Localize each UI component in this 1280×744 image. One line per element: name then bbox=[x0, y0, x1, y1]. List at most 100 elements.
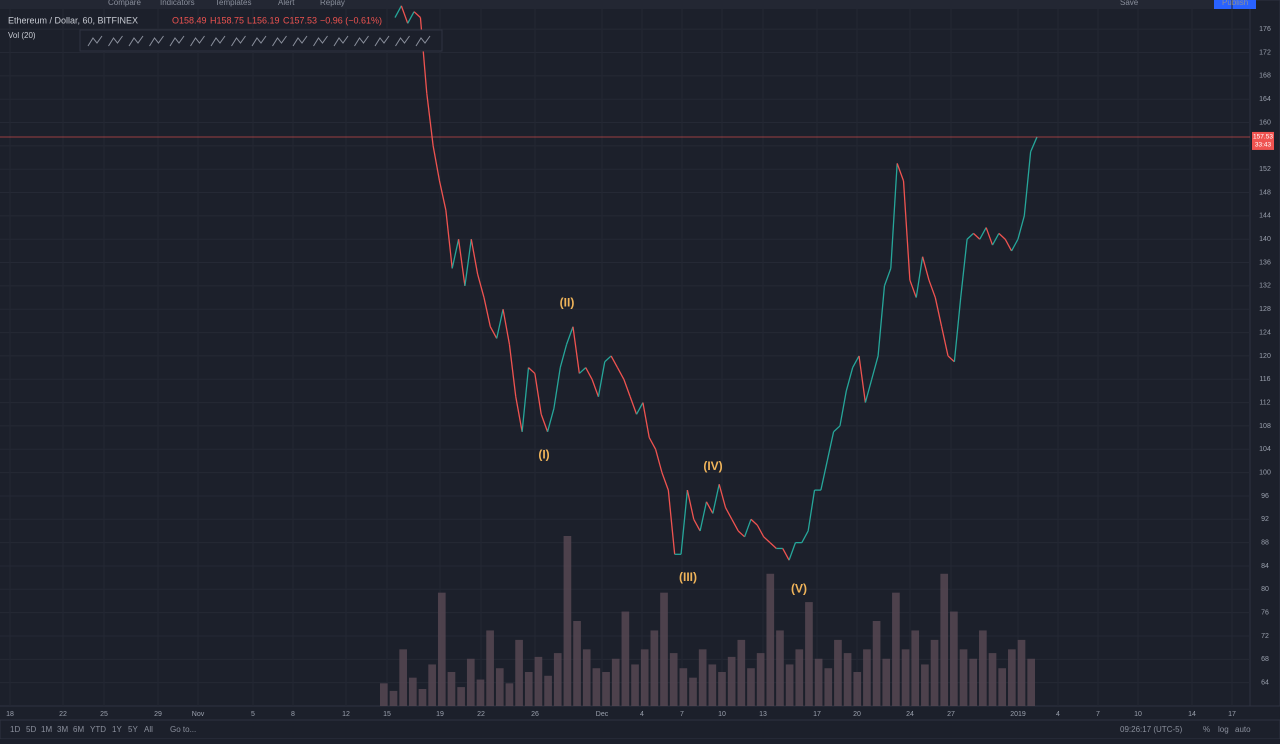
auto-toggle[interactable]: auto bbox=[1235, 725, 1251, 734]
range-button[interactable]: 5Y bbox=[128, 725, 138, 734]
range-button[interactable]: 6M bbox=[73, 725, 84, 734]
price-segment bbox=[400, 5, 409, 24]
volume-bar bbox=[380, 683, 388, 706]
volume-bar bbox=[505, 683, 514, 706]
toolbar-item[interactable]: Save bbox=[1120, 0, 1139, 7]
price-segment bbox=[712, 484, 720, 514]
volume-bar bbox=[553, 653, 562, 706]
volume-label[interactable]: Vol (20) bbox=[8, 31, 36, 40]
price-segment bbox=[546, 408, 555, 432]
price-segment bbox=[508, 344, 517, 397]
price-segment bbox=[750, 518, 758, 526]
volume-bar bbox=[534, 656, 543, 706]
tool-icon[interactable] bbox=[272, 35, 287, 47]
price-segment bbox=[953, 297, 962, 362]
volume-bar bbox=[921, 664, 929, 706]
volume-bar bbox=[853, 672, 862, 706]
volume-bar bbox=[486, 630, 494, 706]
x-tick-label: 19 bbox=[436, 711, 444, 718]
tool-icon[interactable] bbox=[292, 35, 308, 47]
price-segment bbox=[718, 484, 727, 508]
tool-icon[interactable] bbox=[333, 35, 349, 47]
volume-bar bbox=[988, 653, 997, 706]
tool-icon[interactable] bbox=[210, 35, 226, 47]
range-button[interactable]: 5D bbox=[26, 725, 36, 734]
tool-icon[interactable] bbox=[395, 35, 410, 47]
toolbar-item[interactable]: Replay bbox=[320, 0, 345, 7]
tool-icon[interactable] bbox=[87, 35, 103, 47]
range-button[interactable]: 1M bbox=[41, 725, 52, 734]
price-segment bbox=[902, 180, 911, 281]
x-tick-label: 17 bbox=[1228, 711, 1236, 718]
price-segment bbox=[743, 519, 752, 538]
range-button[interactable]: All bbox=[144, 725, 153, 734]
price-segment bbox=[597, 361, 606, 397]
x-tick-label: 10 bbox=[1134, 711, 1142, 718]
x-tick-label: 7 bbox=[680, 711, 684, 718]
tool-icon[interactable] bbox=[169, 35, 185, 47]
toolbar-item[interactable]: Indicators bbox=[160, 0, 195, 7]
tool-icon[interactable] bbox=[415, 35, 431, 47]
volume-bar bbox=[969, 658, 978, 706]
range-button[interactable]: 1Y bbox=[112, 725, 122, 734]
wave-label: (V) bbox=[791, 581, 807, 595]
toolbar-item[interactable]: Publish bbox=[1222, 0, 1248, 7]
tool-icon[interactable] bbox=[251, 35, 267, 47]
price-segment bbox=[705, 501, 714, 514]
volume-bar bbox=[834, 639, 842, 706]
tool-icon[interactable] bbox=[190, 35, 205, 47]
price-segment bbox=[864, 379, 873, 403]
range-button[interactable]: 1D bbox=[10, 725, 20, 734]
volume-bar bbox=[776, 630, 784, 706]
price-segment bbox=[407, 11, 415, 24]
tool-icon[interactable] bbox=[128, 35, 144, 47]
volume-bar bbox=[882, 658, 891, 706]
x-tick-label: 2019 bbox=[1010, 711, 1026, 718]
volume-bar bbox=[843, 653, 852, 706]
percent-toggle[interactable]: % bbox=[1203, 725, 1210, 734]
x-tick-label: 12 bbox=[342, 711, 350, 718]
publish-button[interactable] bbox=[1214, 0, 1256, 9]
tool-icon[interactable] bbox=[231, 35, 246, 47]
goto[interactable]: Go to... bbox=[170, 725, 196, 734]
tool-icon[interactable] bbox=[313, 35, 328, 47]
y-tick-label: 128 bbox=[1259, 306, 1271, 313]
range-button[interactable]: 3M bbox=[57, 725, 68, 734]
x-tick-label: 4 bbox=[1056, 711, 1060, 718]
price-segment bbox=[540, 414, 549, 432]
volume-bar bbox=[573, 621, 581, 706]
toolbar-item[interactable]: Alert bbox=[278, 0, 295, 7]
tool-icon[interactable] bbox=[108, 35, 123, 47]
price-segment bbox=[572, 326, 580, 374]
toolbar-item[interactable]: Compare bbox=[108, 0, 141, 7]
drawing-toolbar[interactable] bbox=[79, 29, 443, 52]
y-tick-label: 124 bbox=[1259, 329, 1271, 336]
tool-icon[interactable] bbox=[354, 35, 369, 47]
volume-bar bbox=[1017, 639, 1026, 706]
price-segment bbox=[1017, 215, 1025, 240]
volume-bar bbox=[660, 592, 668, 706]
x-tick-label: 25 bbox=[100, 711, 108, 718]
y-tick-label: 96 bbox=[1261, 493, 1269, 500]
ohlc-high: H158.75 bbox=[210, 15, 244, 25]
price-segment bbox=[1004, 238, 1013, 252]
log-toggle[interactable]: log bbox=[1218, 725, 1229, 734]
volume-bar bbox=[466, 658, 475, 706]
price-segment bbox=[648, 437, 657, 450]
tool-icon[interactable] bbox=[149, 35, 164, 47]
price-segment bbox=[782, 548, 790, 561]
volume-bar bbox=[428, 664, 436, 706]
symbol[interactable]: Ethereum / Dollar, 60, BITFINEX bbox=[8, 15, 138, 25]
volume-bar bbox=[563, 536, 572, 706]
price-segment bbox=[451, 239, 460, 269]
price-segment bbox=[896, 163, 905, 182]
range-button[interactable]: YTD bbox=[90, 725, 106, 734]
tool-icon[interactable] bbox=[374, 35, 390, 47]
toolbar-item[interactable]: Templates bbox=[215, 0, 251, 7]
x-tick-label: Nov bbox=[192, 711, 205, 718]
price-axis bbox=[1249, 0, 1280, 707]
x-tick-label: 18 bbox=[6, 711, 14, 718]
volume-bar bbox=[592, 668, 601, 706]
price-segment bbox=[852, 355, 860, 368]
